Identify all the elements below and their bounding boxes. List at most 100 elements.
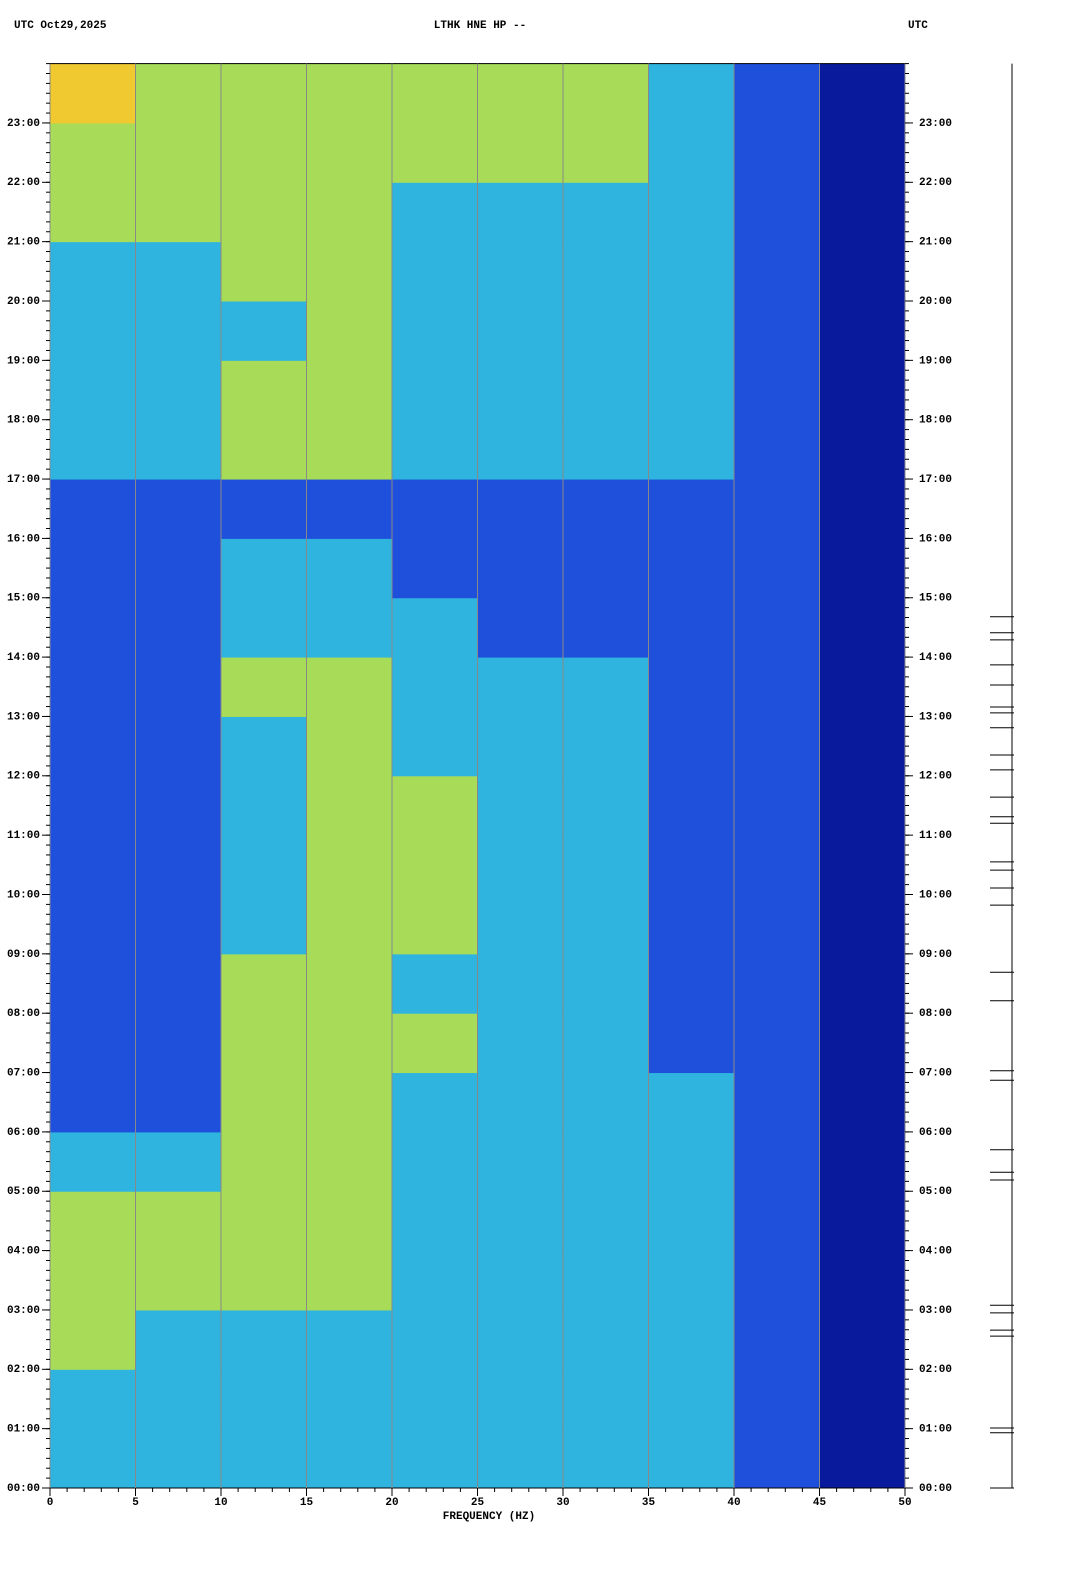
heat-cell [221, 953, 307, 1014]
heat-cell [819, 657, 906, 717]
heat-cell [221, 360, 307, 421]
heat-cell [563, 1250, 649, 1311]
y-tick-label: 06:00 [7, 1127, 40, 1139]
heat-cell [648, 1250, 735, 1311]
heat-cell [734, 775, 820, 836]
heat-cell [819, 716, 906, 777]
heat-cell [563, 775, 649, 836]
heat-cell [648, 122, 735, 183]
heat-cell [477, 1191, 564, 1252]
heat-cell [50, 1131, 136, 1192]
heat-cell [734, 1191, 820, 1252]
y-tick-label-right: 23:00 [919, 118, 952, 130]
heat-cell [734, 716, 820, 777]
heat-cell [819, 1250, 906, 1311]
heat-cell [734, 241, 820, 302]
x-tick-label: 5 [132, 1497, 139, 1509]
heat-cell [648, 597, 735, 658]
heat-cell [392, 479, 478, 539]
heat-cell [306, 1191, 393, 1252]
heat-cell [221, 241, 307, 302]
heat-cell [819, 1072, 906, 1133]
heat-cell [135, 657, 222, 717]
heat-cell [563, 953, 649, 1014]
heat-cell [819, 479, 906, 539]
heat-cell [135, 716, 222, 777]
heat-cell [135, 835, 222, 895]
heat-cell [392, 1013, 478, 1074]
heat-cell [392, 63, 478, 124]
heat-cell [135, 360, 222, 421]
heat-cell [563, 419, 649, 480]
heat-cell [563, 1191, 649, 1252]
heat-cell [392, 419, 478, 480]
y-tick-label: 03:00 [7, 1305, 40, 1317]
y-tick-label: 00:00 [7, 1483, 40, 1495]
heat-cell [648, 894, 735, 955]
heat-cell [306, 775, 393, 836]
heat-cell [135, 241, 222, 302]
heat-cell [50, 1013, 136, 1074]
heat-cell [135, 953, 222, 1014]
y-tick-label-right: 18:00 [919, 415, 952, 427]
heat-cell [734, 1428, 820, 1489]
heat-cell [221, 1309, 307, 1370]
y-tick-label: 22:00 [7, 177, 40, 189]
heat-cell [221, 1428, 307, 1489]
heat-cell [135, 597, 222, 658]
heat-cell [734, 953, 820, 1014]
heat-cell [819, 1131, 906, 1192]
y-tick-label-right: 08:00 [919, 1008, 952, 1020]
heat-cell [819, 419, 906, 480]
heat-cell [734, 122, 820, 183]
heat-cell [392, 1369, 478, 1430]
heat-cell [135, 479, 222, 539]
heat-cell [563, 894, 649, 955]
heat-cell [306, 419, 393, 480]
heat-cell [648, 835, 735, 895]
heat-cell [819, 953, 906, 1014]
heat-cell [477, 657, 564, 717]
heat-cell [221, 716, 307, 777]
heat-cell [477, 1428, 564, 1489]
heat-cell [306, 1013, 393, 1074]
heat-cell [50, 1250, 136, 1311]
heat-cell [135, 122, 222, 183]
heat-cell [306, 894, 393, 955]
heat-cell [221, 182, 307, 243]
y-tick-label-right: 10:00 [919, 889, 952, 901]
x-tick-label: 50 [898, 1497, 911, 1509]
y-tick-label: 18:00 [7, 415, 40, 427]
heat-cell [819, 1428, 906, 1489]
heat-cell [135, 182, 222, 243]
heat-cell [563, 360, 649, 421]
heat-cell [477, 1072, 564, 1133]
heat-cell [563, 1131, 649, 1192]
y-tick-label-right: 17:00 [919, 474, 952, 486]
heat-cell [477, 1013, 564, 1074]
heat-cell [306, 835, 393, 895]
heat-cell [392, 1072, 478, 1133]
heat-cell [135, 1131, 222, 1192]
heat-cell [819, 835, 906, 895]
x-tick-label: 35 [642, 1497, 656, 1509]
heat-cell [477, 597, 564, 658]
heat-cell [734, 63, 820, 124]
heat-cell [221, 419, 307, 480]
heat-cell [306, 479, 393, 539]
heat-cell [50, 182, 136, 243]
heat-cell [819, 1013, 906, 1074]
heat-cell [306, 716, 393, 777]
y-tick-label-right: 11:00 [919, 830, 952, 842]
heat-cell [306, 1250, 393, 1311]
heat-cell [734, 894, 820, 955]
heat-cell [306, 538, 393, 599]
heat-cell [563, 1369, 649, 1430]
heat-cell [477, 301, 564, 361]
heat-cell [50, 241, 136, 302]
heat-cell [819, 1369, 906, 1430]
x-tick-label: 45 [813, 1497, 827, 1509]
heat-cell [819, 1309, 906, 1370]
heat-cell [50, 775, 136, 836]
